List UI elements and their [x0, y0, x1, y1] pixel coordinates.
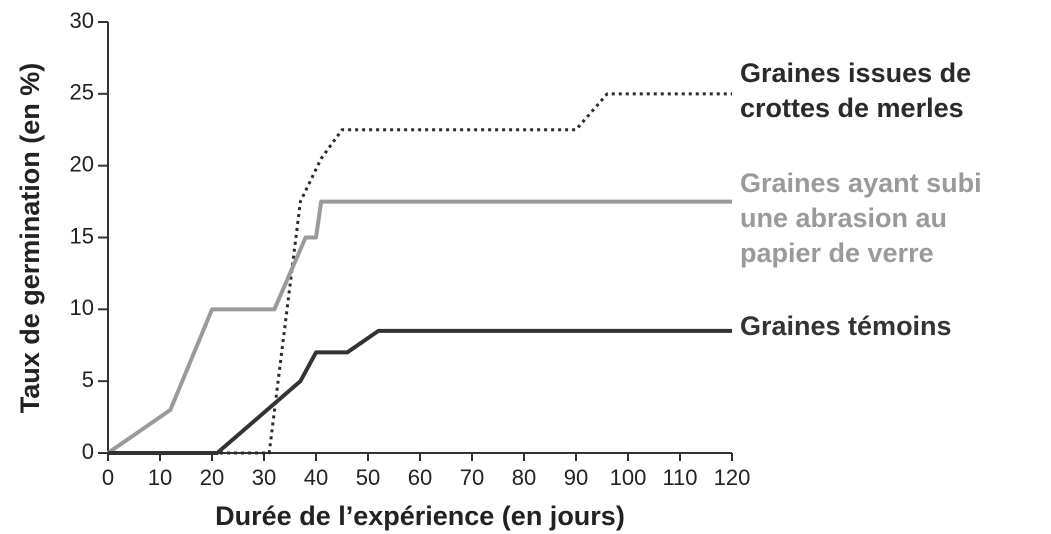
x-tick-label: 70 [460, 465, 484, 490]
legend-label: crottes de merles [740, 93, 964, 123]
legend-label: Graines ayant subi [740, 168, 982, 198]
x-tick-label: 90 [564, 465, 588, 490]
y-tick-label: 30 [70, 8, 94, 33]
x-tick-label: 10 [148, 465, 172, 490]
y-tick-label: 0 [82, 439, 94, 464]
legend-label: une abrasion au [740, 203, 947, 233]
y-tick-label: 15 [70, 223, 94, 248]
x-tick-label: 120 [714, 465, 751, 490]
legend-label: papier de verre [740, 238, 934, 268]
y-tick-label: 20 [70, 151, 94, 176]
x-tick-label: 0 [102, 465, 114, 490]
x-tick-label: 60 [408, 465, 432, 490]
y-tick-label: 5 [82, 367, 94, 392]
x-tick-label: 30 [252, 465, 276, 490]
x-tick-label: 100 [610, 465, 647, 490]
y-axis-title: Taux de germination (en %) [15, 63, 45, 414]
x-tick-label: 110 [662, 465, 697, 490]
y-tick-label: 10 [70, 295, 94, 320]
series-line [108, 328, 732, 455]
x-tick-label: 20 [200, 465, 224, 490]
legend-label: Graines issues de [740, 58, 971, 88]
x-axis-title: Durée de l’expérience (en jours) [215, 501, 625, 531]
y-tick-label: 25 [70, 80, 94, 105]
series-line [108, 92, 732, 455]
series-line [106, 199, 732, 455]
x-tick-label: 40 [304, 465, 328, 490]
legend-label: Graines témoins [740, 311, 952, 341]
x-tick-label: 80 [512, 465, 536, 490]
x-tick-label: 50 [356, 465, 380, 490]
